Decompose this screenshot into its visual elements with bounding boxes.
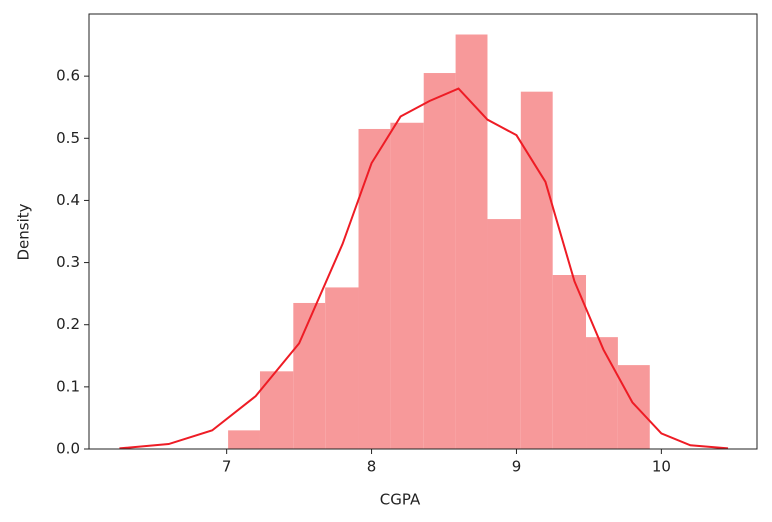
kde-line [119, 87, 729, 450]
bar [423, 73, 456, 450]
bar [390, 122, 424, 449]
bar [259, 371, 294, 449]
x-axis-label: CGPA [380, 491, 421, 509]
bar [552, 275, 587, 449]
bar [325, 287, 359, 449]
y-tick-label: 0.6 [56, 67, 80, 85]
bar [228, 430, 260, 449]
bar [617, 365, 650, 449]
x-tick-label: 10 [652, 458, 671, 476]
x-tick-label: 7 [222, 458, 232, 476]
y-axis-label: Density [15, 203, 33, 260]
y-tick-label: 0.5 [56, 129, 80, 147]
bar [455, 34, 488, 449]
y-tick-label: 0.1 [56, 377, 80, 395]
y-tick-label: 0.0 [56, 440, 80, 458]
y-tick-label: 0.2 [56, 315, 80, 333]
bar [520, 91, 553, 449]
y-tick-label: 0.3 [56, 253, 80, 271]
bar [358, 128, 391, 449]
bar [293, 302, 326, 449]
x-tick-label: 8 [367, 458, 377, 476]
bar [487, 219, 521, 449]
y-tick-label: 0.4 [56, 191, 80, 209]
plot-frame [88, 13, 758, 450]
bar [586, 337, 618, 449]
x-tick-label: 9 [512, 458, 522, 476]
